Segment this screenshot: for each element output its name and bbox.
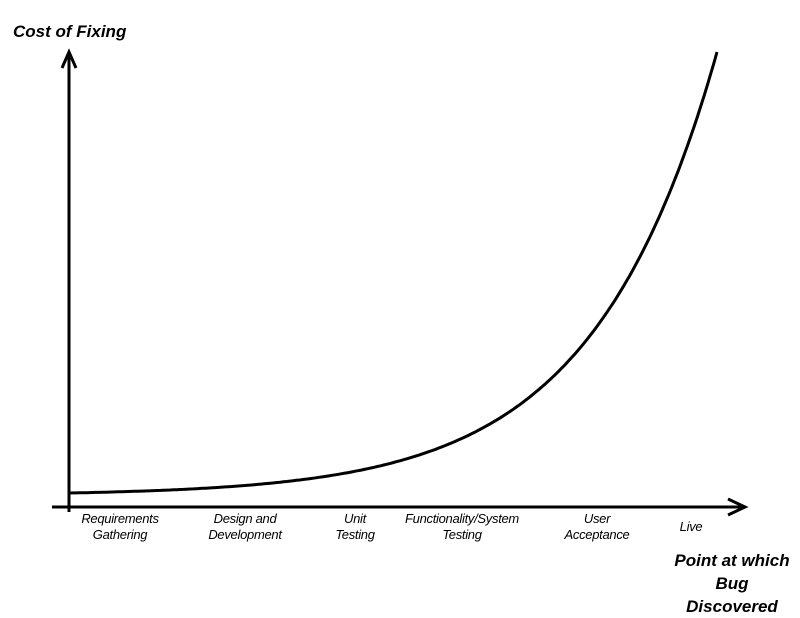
x-tick-label: Requirements Gathering: [81, 511, 159, 543]
y-axis-arrowhead: [60, 48, 78, 69]
x-tick-label: Unit Testing: [335, 511, 375, 543]
x-axis-arrowhead: [727, 497, 749, 517]
x-tick-label-line: Testing: [442, 527, 482, 542]
cost-curve: [69, 51, 719, 495]
x-tick-label: Design and Development: [208, 511, 282, 543]
x-tick-label-line: Design and: [213, 511, 277, 526]
x-tick-label-line: Live: [679, 519, 703, 534]
x-tick-label: User Acceptance: [565, 511, 630, 543]
x-tick-label: Live: [680, 519, 703, 535]
x-tick-label-line: Gathering: [92, 527, 148, 542]
y-axis-label: Cost of Fixing: [13, 22, 127, 41]
x-tick-label-line: Functionality/System: [405, 511, 519, 526]
chart-canvas: [52, 48, 749, 517]
x-tick-label-line: Development: [208, 527, 282, 542]
x-tick-label-line: Requirements: [81, 511, 159, 526]
x-tick-label-line: Acceptance: [564, 527, 630, 542]
x-tick-label-line: Unit: [344, 511, 366, 526]
x-tick-label-line: User: [583, 511, 611, 526]
x-axis-label: Point at which Bug Discovered: [674, 551, 790, 616]
x-tick-label-line: Testing: [335, 527, 375, 542]
x-tick-label: Functionality/System Testing: [405, 511, 519, 543]
